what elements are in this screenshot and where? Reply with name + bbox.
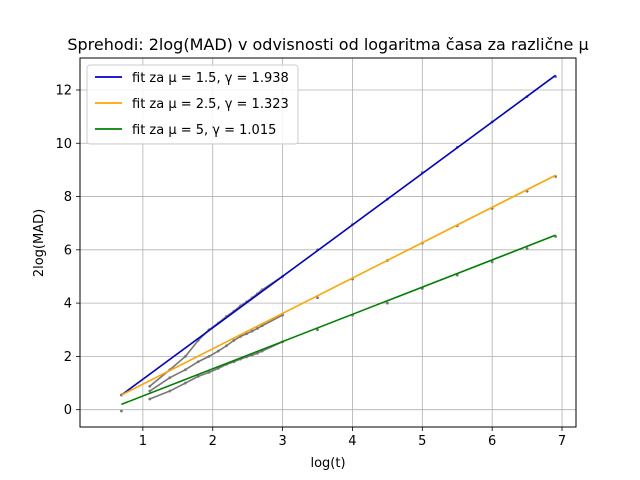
y-tick-label: 6: [64, 243, 72, 258]
data-trace: [251, 327, 258, 332]
legend-label-series-2: fit za μ = 2.5, γ = 1.323: [132, 97, 289, 112]
data-trace: [261, 314, 283, 327]
data-trace: [233, 305, 242, 312]
data-point: [525, 247, 529, 250]
data-trace: [226, 339, 235, 347]
plot-frame: [79, 57, 577, 428]
data-trace: [240, 301, 248, 307]
data-trace: [256, 325, 263, 330]
data-trace: [246, 354, 253, 358]
x-tick-label: 5: [418, 434, 426, 449]
data-point: [316, 296, 319, 300]
chart-title: Sprehodi: 2log(MAD) v odvisnosti od loga…: [67, 35, 588, 54]
data-point: [385, 301, 389, 305]
data-trace: [233, 358, 241, 363]
data-point: [120, 409, 123, 413]
data-trace: [240, 356, 247, 360]
fit-line-series-2: [121, 174, 556, 396]
legend-label-series-1: fit za μ = 1.5, γ = 1.938: [132, 71, 289, 86]
data-point: [490, 260, 494, 264]
x-tick-label: 3: [278, 434, 286, 449]
y-axis-ticks: 0 2 4 6 8 10 12: [55, 83, 80, 418]
data-trace: [257, 350, 263, 354]
y-tick-label: 8: [64, 190, 72, 205]
y-tick-label: 12: [55, 83, 72, 98]
data-trace: [251, 352, 258, 356]
fit-line-series-3: [121, 234, 556, 406]
y-tick-label: 4: [64, 297, 72, 312]
scatter-layer: [120, 75, 558, 413]
data-trace: [240, 333, 247, 338]
data-trace: [185, 375, 199, 384]
data-trace: [149, 377, 171, 392]
data-trace: [208, 350, 219, 358]
x-tick-label: 2: [209, 434, 217, 449]
y-tick-label: 2: [64, 350, 72, 365]
data-trace: [149, 390, 171, 400]
data-trace: [226, 360, 235, 366]
x-axis-label: log(t): [310, 456, 345, 471]
data-trace: [169, 355, 186, 371]
data-trace: [208, 367, 219, 374]
data-trace: [217, 363, 227, 370]
data-trace: [226, 310, 235, 318]
data-trace: [246, 330, 253, 335]
data-trace: [233, 335, 241, 342]
x-tick-label: 1: [139, 434, 147, 449]
legend-label-series-3: fit za μ = 5, γ = 1.015: [132, 123, 276, 138]
data-trace: [256, 289, 263, 295]
data-trace: [197, 355, 210, 363]
x-tick-label: 7: [558, 434, 566, 449]
fit-layer: [120, 74, 557, 406]
x-tick-label: 4: [348, 434, 356, 449]
data-trace: [184, 361, 199, 371]
data-trace: [197, 371, 210, 378]
y-tick-label: 10: [55, 137, 72, 152]
data-trace: [217, 345, 227, 352]
data-trace: [184, 339, 199, 357]
y-axis-label: 2log(MAD): [32, 209, 47, 277]
data-trace: [169, 382, 186, 392]
x-tick-label: 6: [488, 434, 496, 449]
y-tick-label: 0: [64, 403, 72, 418]
fit-line-series-1: [120, 74, 557, 396]
legend-box: [86, 64, 299, 145]
legend: fit za μ = 1.5, γ = 1.938 fit za μ = 2.5,…: [86, 64, 299, 145]
data-trace: [169, 369, 186, 379]
x-axis-ticks: 1 2 3 4 5 6 7: [139, 427, 566, 449]
